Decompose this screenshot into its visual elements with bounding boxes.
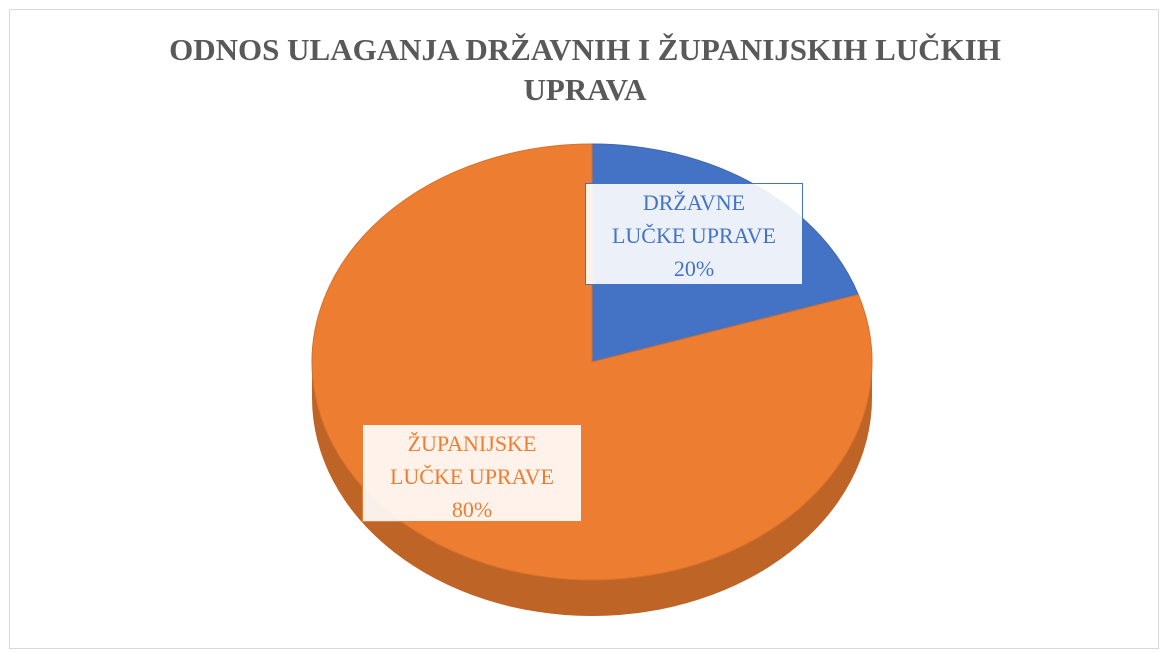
chart-frame — [9, 9, 1159, 649]
data-label: DRŽAVNE LUČKE UPRAVE 20% — [585, 183, 803, 285]
chart-title: ODNOS ULAGANJA DRŽAVNIH I ŽUPANIJSKIH LU… — [169, 32, 1001, 107]
label-category: ŽUPANIJSKE LUČKE UPRAVE — [389, 431, 554, 489]
data-label: ŽUPANIJSKE LUČKE UPRAVE 80% — [362, 424, 582, 522]
slice-side — [312, 362, 872, 616]
label-category: DRŽAVNE LUČKE UPRAVE — [611, 190, 776, 248]
label-value: 80% — [451, 497, 493, 522]
label-value: 20% — [673, 256, 715, 281]
